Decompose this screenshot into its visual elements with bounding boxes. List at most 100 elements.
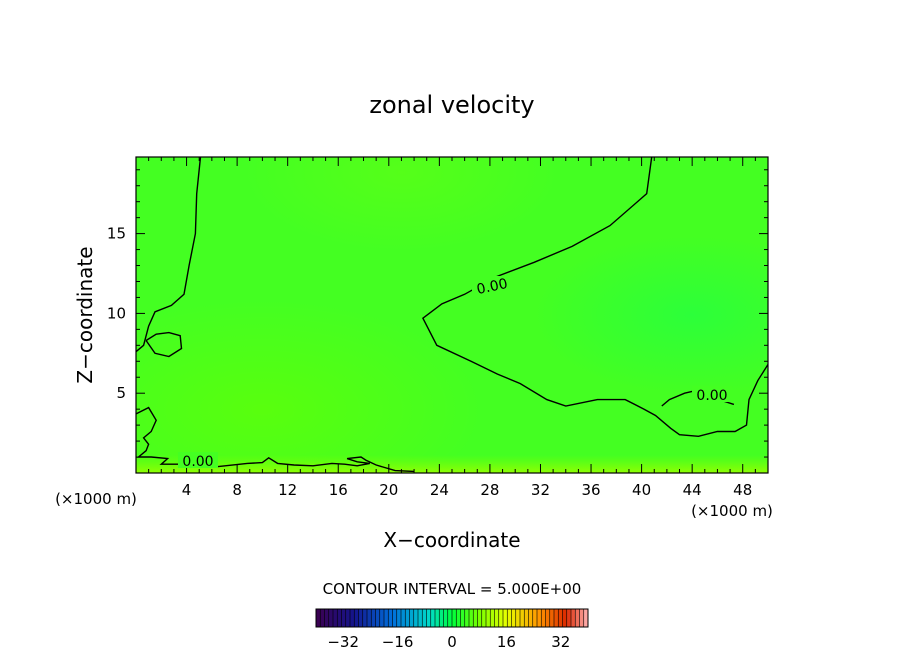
y-axis-ticks: 5 10 15 <box>107 169 768 458</box>
colorbar-frame <box>315 608 589 628</box>
colorbar-swatch <box>392 609 398 627</box>
colorbar-swatch <box>405 609 410 627</box>
colorbar-swatch <box>515 609 521 627</box>
colorbar-swatch <box>401 609 406 627</box>
colorbar-swatch <box>498 609 504 627</box>
x-unit-left: (×1000 m) <box>55 490 137 508</box>
colorbar-swatch <box>520 609 525 627</box>
colorbar-swatch <box>324 609 330 627</box>
colorbar-swatch <box>384 609 389 627</box>
x-tick-label: 36 <box>581 481 600 499</box>
colorbar-swatch <box>328 609 334 627</box>
colorbar-swatch <box>541 609 546 627</box>
colorbar-swatch <box>481 609 487 627</box>
colorbar-tick-label: −16 <box>382 633 414 651</box>
colorbar-swatch <box>494 609 500 627</box>
colorbar-swatch <box>537 609 542 627</box>
y-tick-label: 10 <box>107 304 126 322</box>
chart-title: zonal velocity <box>369 91 534 119</box>
contour-interval-text: CONTOUR INTERVAL = 5.000E+00 <box>323 580 582 598</box>
colorbar-swatch <box>388 609 393 627</box>
contour-label-text-2: 0.00 <box>696 388 727 404</box>
colorbar-swatch <box>452 609 457 627</box>
colorbar-swatch <box>575 609 580 627</box>
x-tick-label: 4 <box>182 481 192 499</box>
colorbar-tick-label: −32 <box>327 633 359 651</box>
x-tick-label: 48 <box>733 481 752 499</box>
colorbar-swatch <box>422 609 427 627</box>
colorbar-swatch <box>549 609 555 627</box>
colorbar-swatch <box>413 609 419 627</box>
colorbar-tick-labels: −32 −16 0 16 32 <box>327 633 570 651</box>
colorbar-swatch <box>379 609 385 627</box>
colorbar-swatch <box>367 609 372 627</box>
contour-label-3: 0.00 <box>178 452 218 470</box>
colorbar-swatch <box>477 609 483 627</box>
x-tick-label: 28 <box>480 481 499 499</box>
colorbar-swatch <box>464 609 470 627</box>
colorbar-swatch <box>571 609 576 627</box>
colorbar-swatch <box>511 609 517 627</box>
colorbar-swatch <box>545 609 551 627</box>
colorbar-swatch <box>469 609 474 627</box>
x-axis-label: X−coordinate <box>383 528 520 552</box>
colorbar-tick-label: 32 <box>551 633 570 651</box>
colorbar <box>315 608 589 628</box>
colorbar-swatch <box>354 609 359 627</box>
colorbar-swatch <box>583 609 589 627</box>
contour-line-1 <box>136 157 202 353</box>
colorbar-swatch <box>443 609 449 627</box>
colorbar-swatch <box>341 609 347 627</box>
colorbar-swatch <box>320 609 325 627</box>
colorbar-swatch <box>345 609 351 627</box>
x-tick-label: 12 <box>278 481 297 499</box>
colorbar-swatch <box>447 609 453 627</box>
contour-line-2 <box>422 157 768 438</box>
colorbar-tick-label: 0 <box>447 633 457 651</box>
colorbar-swatch <box>566 609 572 627</box>
colorbar-swatch <box>558 609 563 627</box>
y-tick-label: 15 <box>107 225 126 243</box>
colorbar-swatch <box>426 609 432 627</box>
colorbar-swatch <box>439 609 444 627</box>
colorbar-swatch <box>473 609 478 627</box>
colorbar-swatch <box>507 609 512 627</box>
x-unit-right: (×1000 m) <box>691 502 773 520</box>
x-tick-label: 24 <box>430 481 449 499</box>
colorbar-swatch <box>358 609 364 627</box>
colorbar-swatch <box>362 609 368 627</box>
colorbar-swatch <box>503 609 508 627</box>
colorbar-swatch <box>562 609 568 627</box>
contour-line-5 <box>145 331 183 358</box>
x-tick-label: 20 <box>379 481 398 499</box>
x-axis-ticks: 4 8 12 16 20 24 28 32 36 40 44 48 <box>135 157 769 499</box>
x-tick-label: 8 <box>232 481 242 499</box>
colorbar-swatch <box>460 609 466 627</box>
colorbar-swatch <box>371 609 376 627</box>
colorbar-swatch <box>350 609 355 627</box>
x-tick-label: 40 <box>632 481 651 499</box>
contour-label-text-3: 0.00 <box>182 454 213 470</box>
colorbar-swatch <box>333 609 338 627</box>
y-tick-label: 5 <box>116 384 126 402</box>
colorbar-swatch <box>524 609 529 627</box>
colorbar-swatch <box>418 609 423 627</box>
y-axis-label: Z−coordinate <box>73 246 97 383</box>
contour-label-2: 0.00 <box>692 386 732 404</box>
contour-line-4 <box>136 406 415 473</box>
colorbar-swatch <box>316 609 321 627</box>
colorbar-swatch <box>396 609 402 627</box>
colorbar-swatch <box>486 609 491 627</box>
colorbar-swatch <box>456 609 461 627</box>
colorbar-swatch <box>337 609 342 627</box>
colorbar-swatch <box>579 609 585 627</box>
x-tick-label: 32 <box>531 481 550 499</box>
colorbar-swatch <box>375 609 381 627</box>
colorbar-swatch <box>554 609 559 627</box>
x-tick-label: 44 <box>683 481 702 499</box>
colorbar-swatch <box>430 609 436 627</box>
field-shade-top <box>136 157 768 473</box>
contour-label-text-1: 0.00 <box>475 276 509 298</box>
colorbar-tick-label: 16 <box>497 633 516 651</box>
